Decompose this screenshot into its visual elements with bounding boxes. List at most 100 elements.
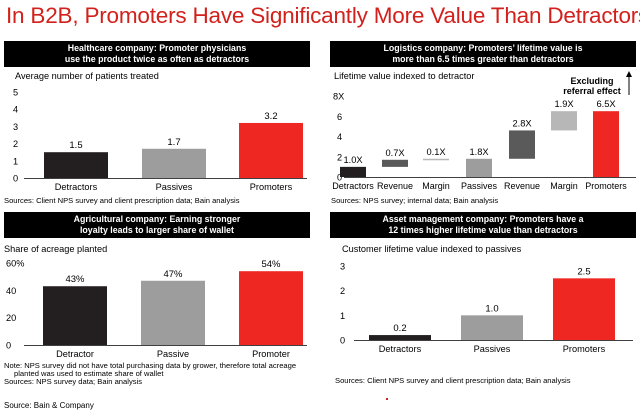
y-tick-label: 1 bbox=[340, 311, 345, 321]
axis-title-asset: Customer lifetime value indexed to passi… bbox=[342, 244, 522, 254]
bar-promoters bbox=[553, 278, 615, 340]
x-tick-label: Detractor bbox=[56, 349, 94, 359]
bar-promoters bbox=[239, 122, 303, 178]
chart-healthcare: 0 1 2 3 4 5 1.5 Detractors 1.7 Passives 3.2 Promote… bbox=[13, 88, 307, 192]
bar-promoters bbox=[593, 111, 619, 177]
data-label: 0.7X bbox=[385, 148, 404, 158]
y-tick-label: 0 bbox=[13, 174, 18, 184]
bar-passives bbox=[466, 158, 492, 177]
x-tick-label: Detractors bbox=[332, 181, 374, 191]
bar-detractors bbox=[369, 335, 431, 340]
panel-header-line-2: 12 times higher lifetime value than detr… bbox=[388, 225, 578, 235]
chart-asset: 0 1 2 3 0.2 Detractors 1.0 Passives 2.5 Promoters bbox=[340, 262, 633, 354]
y-tick-label: 60% bbox=[6, 259, 24, 269]
chart-agricultural: 0 20 40 60% 43% Detractor 47% Passive 54% Promote… bbox=[6, 259, 307, 359]
chart-logistics: 0 2 4 6 8X 1.0X Detractors 0.7X Revenue 0.1X Margi… bbox=[332, 71, 636, 191]
data-label: 0.2 bbox=[393, 323, 406, 334]
x-tick-label: Detractors bbox=[379, 344, 422, 354]
y-tick-label: 0 bbox=[337, 173, 342, 183]
y-tick-label: 3 bbox=[340, 262, 345, 272]
data-label: 2.8X bbox=[512, 118, 531, 128]
annotation-arrowhead bbox=[626, 71, 632, 77]
panel-header-line-1: Healthcare company: Promoter physicians bbox=[67, 43, 247, 53]
y-tick-label: 0 bbox=[6, 341, 11, 351]
x-tick-label: Promoters bbox=[563, 344, 606, 354]
x-tick-label: Passives bbox=[156, 182, 193, 192]
bar-revenue bbox=[382, 159, 408, 167]
annotation-text: referral effect bbox=[563, 86, 621, 96]
axis-title-agricultural: Share of acreage planted bbox=[4, 244, 108, 254]
panel-header-line-1: Logistics company: Promoters’ lifetime v… bbox=[383, 43, 583, 53]
source-agricultural: Sources: NPS survey data; Bain analysis bbox=[4, 377, 143, 386]
data-label: 54% bbox=[261, 259, 281, 270]
x-tick-label: Passive bbox=[157, 349, 189, 359]
y-tick-label: 4 bbox=[337, 132, 342, 142]
bar-margin bbox=[423, 158, 449, 161]
x-tick-label: Margin bbox=[550, 181, 578, 191]
x-tick-label: Passives bbox=[461, 181, 498, 191]
footer-source: Source: Bain & Company bbox=[4, 401, 94, 410]
data-label: 6.5X bbox=[596, 99, 615, 109]
data-label: 0.1X bbox=[426, 147, 445, 157]
y-tick-label: 4 bbox=[13, 105, 18, 115]
bar-passives bbox=[142, 148, 206, 178]
bar-promoter bbox=[239, 271, 303, 345]
data-label: 1.5 bbox=[69, 140, 82, 151]
bar-detractors bbox=[44, 152, 108, 178]
data-label: 1.8X bbox=[469, 147, 488, 157]
panel-header-line-2: loyalty leads to larger share of wallet bbox=[79, 225, 234, 235]
panel-header-line-2: more than 6.5 times greater than detract… bbox=[392, 54, 574, 64]
data-label: 1.0X bbox=[343, 155, 362, 165]
y-tick-label: 0 bbox=[340, 336, 345, 346]
y-tick-label: 5 bbox=[13, 88, 18, 98]
annotation-text: Excluding bbox=[570, 76, 613, 86]
panel-header-agricultural: Agricultural company: Earning stronger l… bbox=[4, 212, 310, 238]
bar-revenue bbox=[509, 130, 535, 159]
data-label: 1.0 bbox=[485, 303, 498, 314]
bar-detractor bbox=[43, 286, 107, 345]
y-tick-label: 40 bbox=[6, 286, 16, 296]
panel-header-line-1: Asset management company: Promoters have… bbox=[382, 214, 584, 224]
x-tick-label: Margin bbox=[422, 181, 450, 191]
source-logistics: Sources: NPS survey; internal data; Bain… bbox=[331, 196, 499, 205]
data-label: 2.5 bbox=[577, 266, 590, 277]
data-label: 3.2 bbox=[264, 111, 277, 122]
panel-header-line-1: Agricultural company: Earning stronger bbox=[73, 214, 241, 224]
page-title: In B2B, Promoters Have Significantly Mor… bbox=[6, 3, 640, 28]
y-tick-label: 2 bbox=[340, 286, 345, 296]
source-healthcare: Sources: Client NPS survey and client pr… bbox=[4, 196, 240, 205]
panel-header-healthcare: Healthcare company: Promoter physicians … bbox=[4, 41, 310, 67]
bar-margin bbox=[551, 111, 577, 131]
y-tick-label: 1 bbox=[13, 156, 18, 166]
note-agricultural: Note: NPS survey did not have total purc… bbox=[4, 362, 296, 386]
panel-header-line-2: use the product twice as often as detrac… bbox=[64, 54, 250, 64]
x-tick-label: Revenue bbox=[504, 181, 540, 191]
source-asset: Sources: Client NPS survey and client pr… bbox=[335, 376, 571, 385]
x-tick-label: Detractors bbox=[55, 182, 98, 192]
bar-passive bbox=[141, 280, 205, 345]
x-tick-label: Promoter bbox=[252, 349, 290, 359]
y-tick-label: 2 bbox=[13, 139, 18, 149]
data-label: 1.9X bbox=[554, 99, 573, 109]
axis-title-logistics: Lifetime value indexed to detractor bbox=[334, 71, 475, 81]
bar-detractors bbox=[340, 166, 366, 177]
note-line-2: planted was used to estimate share of wa… bbox=[14, 369, 164, 378]
data-label: 47% bbox=[163, 269, 183, 280]
y-tick-label: 2 bbox=[337, 152, 342, 162]
y-tick-label: 8X bbox=[333, 92, 344, 102]
bar-passives bbox=[461, 315, 523, 340]
note-line-1: Note: NPS survey did not have total purc… bbox=[4, 361, 297, 370]
data-label: 1.7 bbox=[167, 137, 180, 148]
x-tick-label: Revenue bbox=[377, 181, 413, 191]
panel-header-asset: Asset management company: Promoters have… bbox=[330, 212, 636, 238]
axis-title-healthcare: Average number of patients treated bbox=[15, 71, 159, 81]
x-tick-label: Passives bbox=[474, 344, 511, 354]
x-tick-label: Promoters bbox=[250, 182, 293, 192]
y-tick-label: 3 bbox=[13, 122, 18, 132]
y-tick-label: 6 bbox=[337, 112, 342, 122]
decorative-dot bbox=[386, 398, 388, 400]
panel-header-logistics: Logistics company: Promoters’ lifetime v… bbox=[330, 41, 636, 67]
x-tick-label: Promoters bbox=[585, 181, 627, 191]
data-label: 43% bbox=[65, 274, 85, 285]
y-tick-label: 20 bbox=[6, 313, 16, 323]
